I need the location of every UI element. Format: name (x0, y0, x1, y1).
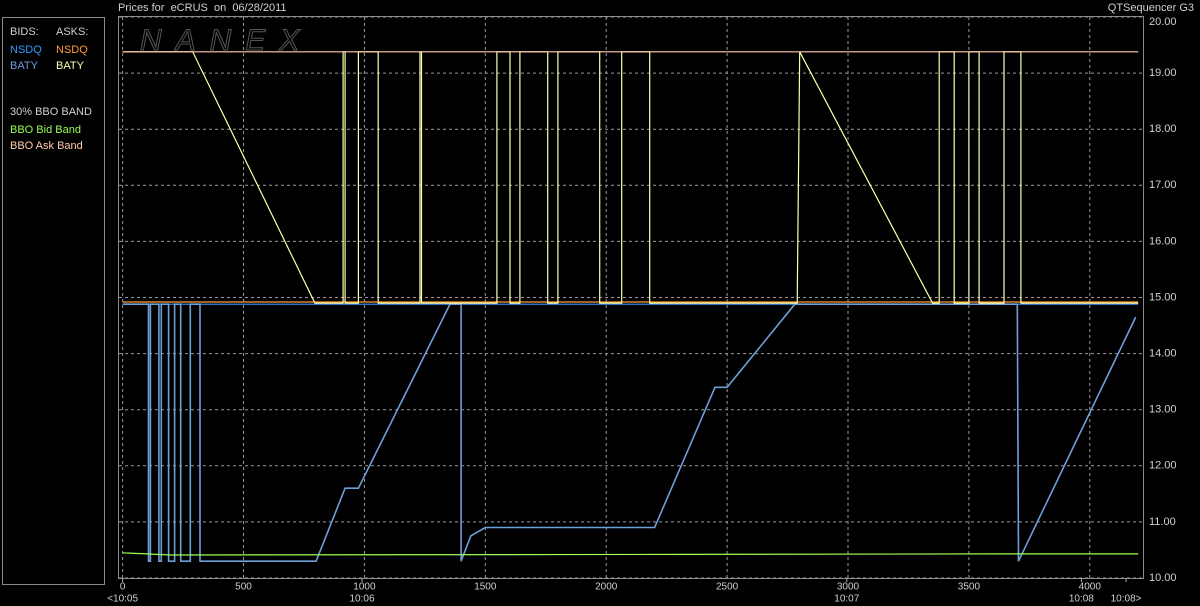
legend-heading: ASKS: (56, 26, 88, 38)
legend-entry: BATY (56, 60, 85, 72)
time-label: 10:06 (349, 594, 374, 605)
y-tick-label: 17.00 (1149, 179, 1177, 191)
y-tick-label: 11.00 (1149, 516, 1176, 528)
series-line (122, 552, 1139, 556)
x-tick-label: 0 (120, 582, 126, 593)
series-line (122, 303, 1137, 562)
legend-heading: 30% BBO BAND (10, 106, 92, 118)
y-tick-label: 13.00 (1149, 404, 1177, 416)
legend-entry: NSDQ (10, 44, 42, 56)
legend-entry: BATY (10, 60, 39, 72)
chart-title: Prices for eCRUS on 06/28/2011 (118, 2, 287, 14)
x-tick-label: 3500 (958, 582, 981, 593)
y-tick-label: 18.00 (1149, 123, 1177, 135)
y-tick-label: 10.00 (1149, 572, 1177, 584)
x-tick-label: 2500 (716, 582, 739, 593)
legend-entry: BBO Bid Band (10, 124, 81, 136)
legend-heading: BIDS: (10, 26, 39, 38)
x-tick-label: 2000 (595, 582, 618, 593)
legend-entry: NSDQ (56, 44, 88, 56)
y-tick-label: 14.00 (1149, 348, 1177, 360)
x-tick-label: 1500 (474, 582, 497, 593)
y-tick-label: 15.00 (1149, 291, 1177, 303)
legend-panel (2, 17, 105, 585)
x-tick-label: 4000 (1079, 582, 1102, 593)
x-tick-label: 500 (235, 582, 252, 593)
series-line (122, 51, 1139, 304)
time-label: 10:08> (1111, 594, 1142, 605)
y-tick-label: 12.00 (1149, 460, 1177, 472)
y-tick-label: 19.00 (1149, 67, 1177, 79)
y-tick-label: 16.00 (1149, 235, 1177, 247)
app-name: QTSequencer G3 (1108, 2, 1194, 14)
time-label: 10:07 (834, 594, 859, 605)
x-tick-label: 1000 (353, 582, 376, 593)
time-label: <10:05 (107, 594, 138, 605)
legend-entry: BBO Ask Band (10, 140, 83, 152)
time-label: 10:08 (1069, 594, 1094, 605)
x-tick-label: 3000 (837, 582, 860, 593)
y-tick-label: 20.00 (1149, 16, 1177, 28)
